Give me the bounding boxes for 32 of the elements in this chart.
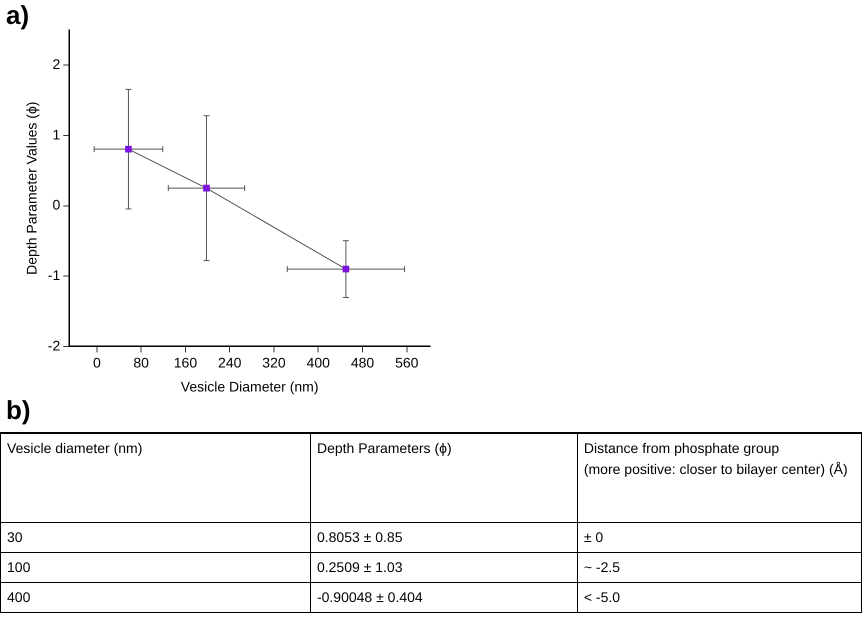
text: ± 0 — [577, 522, 862, 552]
x-tick-label: 0 — [93, 354, 102, 371]
x-axis-title: Vesicle Diameter (nm) — [180, 378, 318, 394]
text: 0.8053 ± 0.85 — [310, 522, 578, 552]
text: 30 — [0, 522, 310, 552]
text: b) — [6, 395, 31, 426]
text: Depth Parameters (ϕ) — [310, 433, 578, 522]
text: -0.90048 ± 0.404 — [310, 582, 578, 612]
x-tick-label: 400 — [306, 354, 330, 371]
y-tick-label: 1 — [52, 126, 60, 142]
text: 400 — [0, 582, 310, 612]
x-tick-label: 160 — [174, 354, 198, 371]
text: 100 — [0, 552, 310, 582]
y-axis-title: Depth Parameter Values (ϕ) — [23, 102, 40, 275]
text: a) — [6, 0, 30, 31]
point — [203, 184, 210, 192]
text: Distance from phosphate group (more positive: closer to bilayer center) (Å) — [577, 433, 862, 522]
text: Vesicle diameter (nm) — [0, 433, 310, 522]
y-tick-label: -2 — [48, 337, 60, 354]
text: ~ -2.5 — [577, 552, 862, 582]
y-tick-label: -1 — [48, 266, 60, 283]
text: < -5.0 — [577, 582, 862, 612]
x-tick-label: 80 — [133, 354, 150, 371]
text: 0.2509 ± 1.03 — [310, 552, 578, 582]
y-tick-label: 0 — [52, 196, 60, 213]
x-tick-label: 480 — [350, 354, 374, 371]
point — [125, 146, 132, 152]
x-tick-label: 320 — [262, 354, 286, 371]
y-tick-label: 2 — [52, 56, 60, 72]
point — [342, 266, 350, 272]
x-tick-label: 240 — [218, 354, 242, 371]
x-tick-label: 560 — [395, 354, 419, 371]
